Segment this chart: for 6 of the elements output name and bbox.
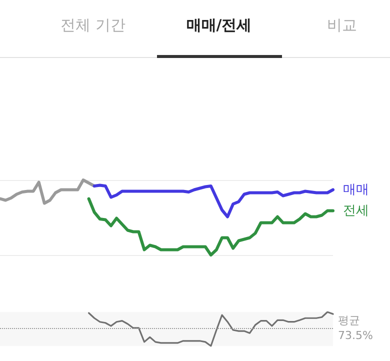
series-label: 전세 [343, 203, 369, 218]
text: 전체 기간 [60, 16, 126, 35]
text: 매매/전세 [185, 16, 253, 35]
text: 비교 [326, 16, 358, 35]
ref-line-label: 평균 73.5% [338, 314, 373, 342]
series-label: 매매 [343, 182, 369, 198]
